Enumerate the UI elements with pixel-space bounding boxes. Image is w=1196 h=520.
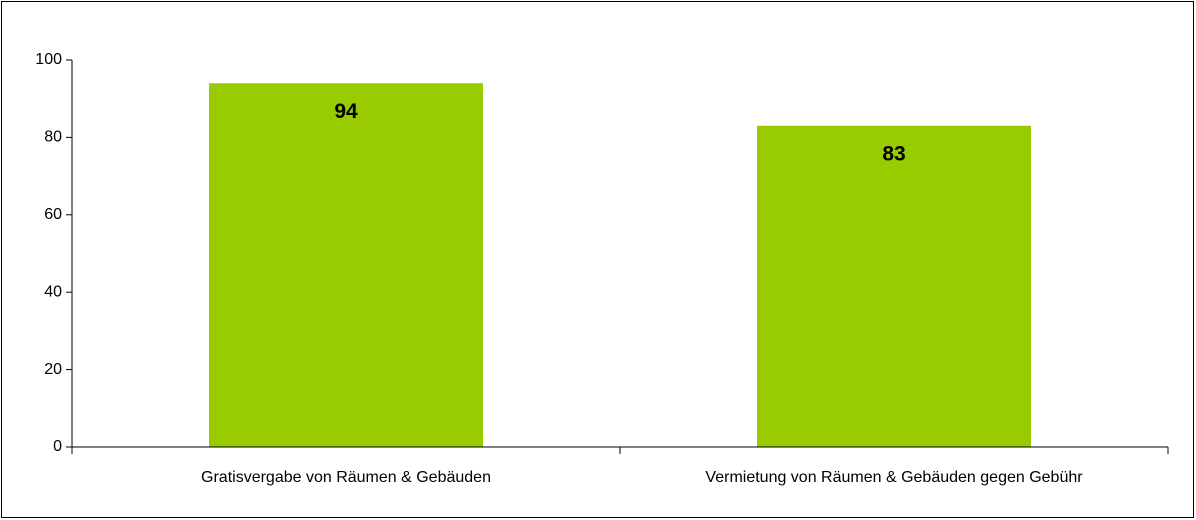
bar [757, 125, 1031, 447]
value-label: 94 [334, 100, 358, 123]
y-tick-label: 20 [44, 361, 62, 378]
value-label: 83 [882, 142, 905, 165]
x-tick-label: Vermietung von Räumen & Gebäuden gegen G… [705, 469, 1083, 486]
y-tick-label: 100 [35, 51, 62, 68]
bar [209, 83, 483, 447]
y-tick-label: 80 [44, 129, 62, 146]
x-tick-label: Gratisvergabe von Räumen & Gebäuden [201, 469, 491, 486]
y-tick-label: 60 [44, 206, 62, 223]
y-tick-label: 0 [53, 438, 62, 455]
y-tick-label: 40 [44, 283, 62, 300]
